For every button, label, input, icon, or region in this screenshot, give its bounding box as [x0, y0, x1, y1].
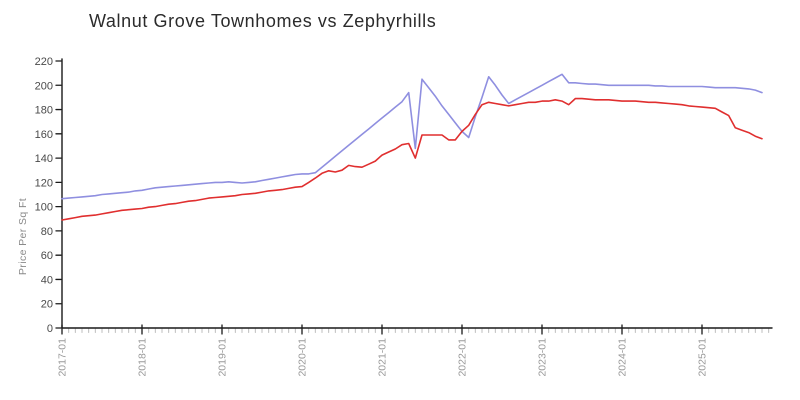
y-tick-label: 120: [35, 177, 53, 189]
x-tick-label: 2024-01: [617, 338, 629, 377]
x-tick-label: 2018-01: [137, 338, 149, 377]
x-tick-label: 2022-01: [457, 338, 469, 377]
y-tick-label: 200: [35, 80, 53, 92]
x-tick-label: 2023-01: [537, 338, 549, 377]
y-tick-label: 220: [35, 56, 53, 68]
y-tick-label: 140: [35, 153, 53, 165]
x-tick-label: 2021-01: [377, 338, 389, 377]
x-tick-label: 2025-01: [697, 338, 709, 377]
y-tick-label: 80: [41, 226, 53, 238]
y-tick-label: 60: [41, 250, 53, 262]
y-tick-label: 100: [35, 202, 53, 214]
y-tick-label: 180: [35, 105, 53, 117]
x-tick-label: 2017-01: [57, 338, 69, 377]
y-axis-title: Price Per Sq Ft: [17, 198, 29, 275]
y-tick-label: 40: [41, 274, 53, 286]
x-tick-label: 2020-01: [297, 338, 309, 377]
x-tick-label: 2019-01: [217, 338, 229, 377]
y-tick-label: 0: [47, 323, 53, 335]
chart-title: Walnut Grove Townhomes vs Zephyrhills: [89, 11, 437, 31]
series-line-walnut-grove-townhomes: [61, 73, 763, 200]
series-line-zephyrhills: [61, 97, 763, 221]
y-tick-label: 160: [35, 129, 53, 141]
y-tick-label: 20: [41, 299, 53, 311]
